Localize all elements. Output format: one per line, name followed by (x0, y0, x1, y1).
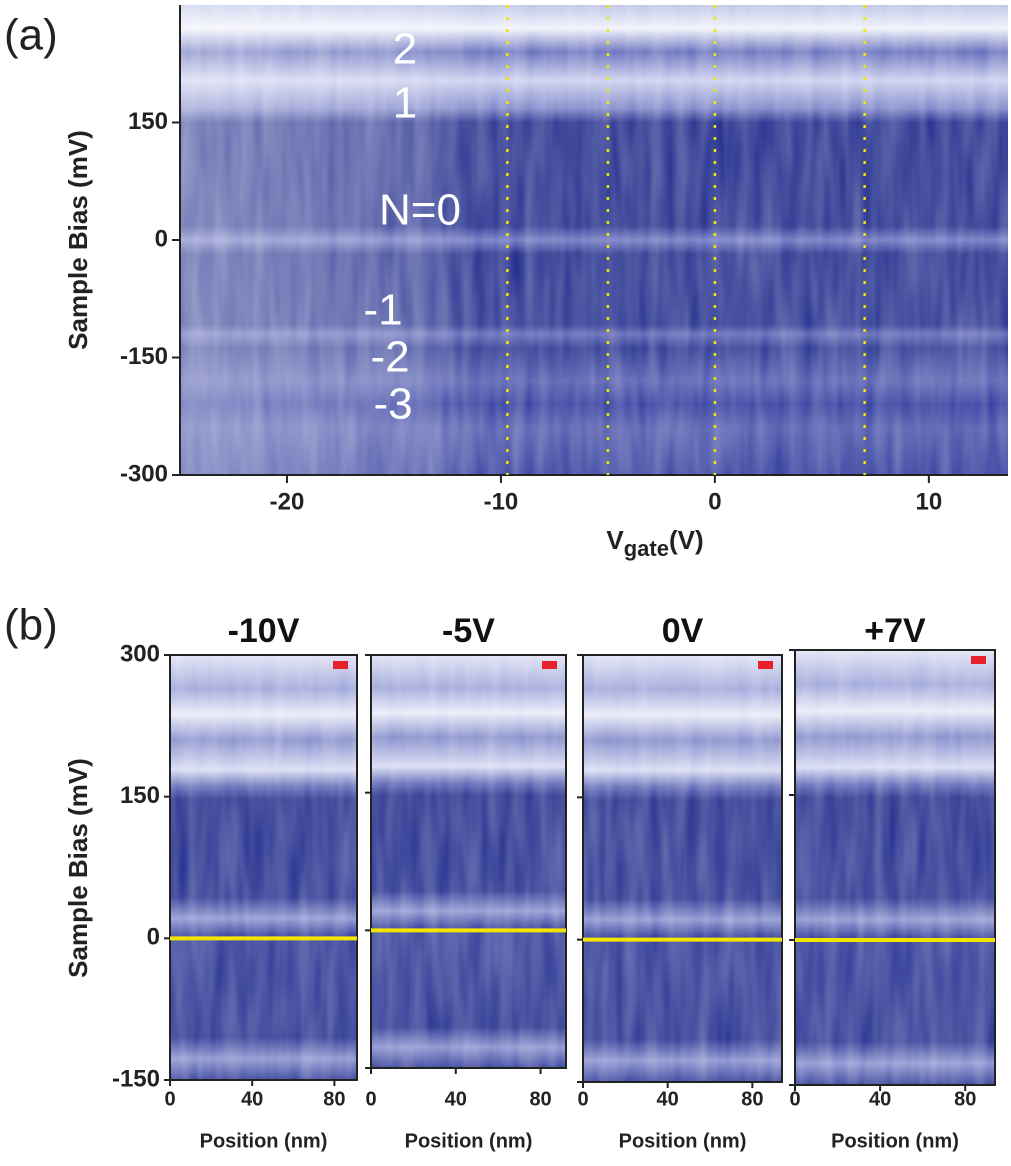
frame (582, 654, 783, 1083)
y-tick-label: 150 (120, 782, 160, 809)
level-label: 1 (393, 79, 417, 128)
subplot-title: -10V (228, 612, 300, 650)
x-tick-label: 80 (741, 1088, 763, 1110)
x-tick-label: 0 (365, 1088, 376, 1110)
level-label: -2 (370, 333, 409, 382)
x-tick-label: 80 (323, 1088, 345, 1110)
subplot-title: 0V (662, 612, 704, 650)
x-tick-label: 40 (241, 1088, 263, 1110)
heatmap-texture (180, 5, 1008, 475)
x-axis-label: Position (nm) (405, 1130, 533, 1152)
y-tick-label: 300 (120, 640, 160, 667)
x-tick-label: 40 (869, 1088, 891, 1110)
y-axis-label: Sample Bias (mV) (63, 758, 93, 978)
heatmap-texture (371, 655, 566, 1068)
panel-label: (b) (4, 601, 58, 650)
y-tick-label: -150 (112, 1065, 160, 1092)
frame (794, 649, 996, 1086)
x-tick-label: 40 (657, 1088, 679, 1110)
heatmap-texture (170, 655, 357, 1080)
y-tick-label: -300 (120, 460, 168, 487)
frame (370, 654, 567, 1069)
y-tick-label: -150 (120, 343, 168, 370)
x-tick-label: 40 (445, 1088, 467, 1110)
y-tick-label: 0 (147, 924, 160, 951)
panel-label: (a) (4, 11, 58, 60)
x-tick-label: 0 (164, 1088, 175, 1110)
x-axis-label: Position (nm) (619, 1130, 747, 1152)
level-label: -1 (363, 286, 402, 335)
level-label: 2 (393, 25, 417, 74)
x-tick-label: 80 (529, 1088, 551, 1110)
scale-marker (542, 661, 557, 669)
scale-marker (333, 661, 348, 669)
x-label-main: V (606, 525, 624, 555)
level-label: N=0 (379, 186, 461, 235)
x-label-unit: (V) (669, 525, 704, 555)
subplot-title: -5V (442, 612, 495, 650)
heatmap-texture (795, 650, 995, 1085)
x-tick-label: 80 (954, 1088, 976, 1110)
level-label: -3 (373, 380, 412, 429)
heatmap-texture (583, 655, 782, 1082)
scale-marker (758, 661, 773, 669)
x-axis-label: Vgate(V) (606, 525, 703, 561)
x-label-sub: gate (624, 536, 669, 561)
subplot-title: +7V (864, 612, 926, 650)
x-tick-label: 0 (577, 1088, 588, 1110)
x-tick-label: -20 (270, 488, 305, 515)
scale-marker (971, 656, 986, 664)
frame (169, 654, 358, 1081)
x-tick-label: 0 (708, 488, 721, 515)
y-tick-label: 0 (155, 225, 168, 252)
y-axis-label: Sample Bias (mV) (63, 130, 93, 350)
x-axis-label: Position (nm) (200, 1130, 328, 1152)
x-tick-label: 0 (789, 1088, 800, 1110)
y-tick-label: 150 (128, 108, 168, 135)
x-tick-label: 10 (915, 488, 942, 515)
x-axis-label: Position (nm) (831, 1130, 959, 1152)
x-tick-label: -10 (484, 488, 519, 515)
